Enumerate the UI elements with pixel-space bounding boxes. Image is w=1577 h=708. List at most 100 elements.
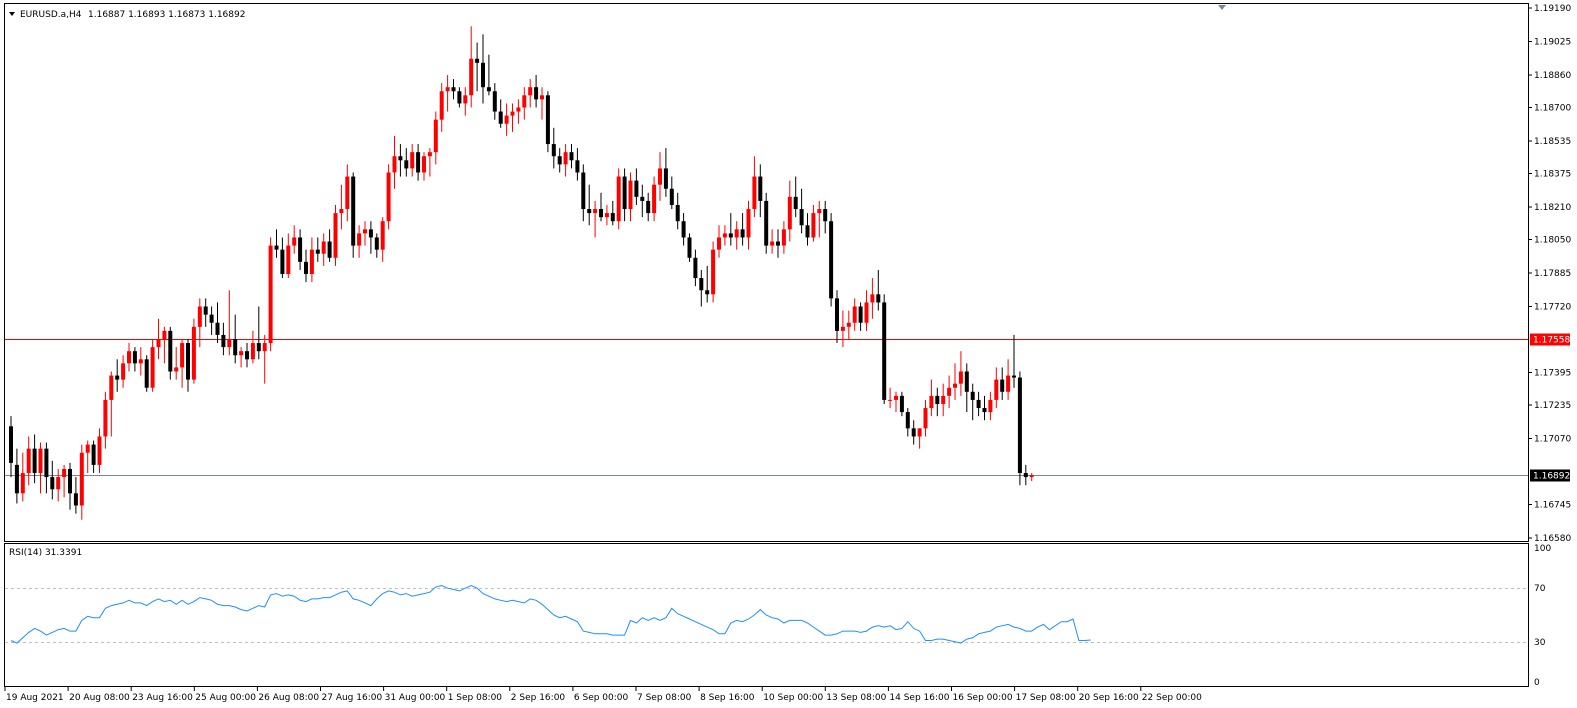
candle	[522, 87, 527, 120]
price-tick-label: 1.16580	[1534, 534, 1571, 544]
candle	[422, 152, 426, 181]
time-tick-label: 27 Aug 16:00	[322, 693, 383, 703]
candle	[50, 460, 55, 500]
candle	[923, 399, 928, 437]
candle	[410, 144, 415, 177]
candle	[799, 188, 804, 234]
candle	[398, 144, 403, 177]
candle	[392, 135, 397, 189]
price-tag-box	[1530, 333, 1570, 346]
candle	[534, 75, 539, 108]
candle	[286, 233, 291, 279]
candle	[416, 144, 421, 181]
price-labels: 1.17558 1.16892	[1530, 333, 1570, 482]
candle	[575, 148, 580, 181]
candle	[298, 229, 303, 270]
symbol-label: EURUSD.a,H4	[20, 10, 82, 20]
candle	[781, 221, 786, 254]
ohlc-readout: 1.16887 1.16893 1.16873 1.16892	[88, 10, 245, 20]
candle	[498, 99, 503, 128]
candle	[85, 440, 90, 474]
symbol-menu-triangle-icon[interactable]	[9, 12, 15, 16]
price-tick-label: 1.16745	[1534, 500, 1571, 510]
time-tick-label: 13 Sep 08:00	[826, 693, 886, 703]
price-tick-label: 1.18700	[1534, 104, 1571, 114]
candle	[115, 359, 120, 392]
candle	[858, 302, 863, 331]
candle	[457, 87, 462, 108]
candle	[870, 278, 875, 319]
chart-shift-marker-icon[interactable]	[1218, 5, 1226, 10]
candle	[935, 387, 940, 417]
candle	[953, 363, 957, 400]
candle	[669, 176, 674, 210]
candle	[351, 172, 356, 258]
time-tick-label: 19 Aug 2021	[6, 693, 64, 703]
time-tick-label: 8 Sep 16:00	[700, 693, 755, 703]
candle	[994, 367, 999, 409]
candle	[1029, 473, 1034, 482]
candle	[1012, 334, 1016, 388]
candle	[386, 164, 391, 230]
candle	[510, 103, 515, 132]
rsi-line	[10, 584, 1091, 644]
candle	[846, 310, 851, 339]
candle	[911, 420, 916, 445]
candle	[380, 217, 385, 262]
candle	[504, 103, 509, 136]
candle	[44, 442, 49, 494]
candle	[734, 221, 739, 250]
candle	[91, 440, 96, 474]
candle	[988, 391, 993, 421]
candle	[162, 326, 167, 364]
time-tick-label: 25 Aug 00:00	[195, 693, 256, 703]
candle	[817, 200, 822, 238]
candle	[693, 249, 698, 287]
candle	[929, 379, 934, 417]
candle	[315, 237, 320, 262]
candle	[221, 322, 226, 356]
candle	[1023, 464, 1028, 486]
candles	[9, 26, 1034, 520]
candle	[292, 225, 297, 254]
candle	[758, 164, 763, 218]
candle	[103, 391, 108, 449]
rsi-pane-frame	[4, 543, 1529, 687]
candle	[652, 176, 657, 222]
candle	[109, 371, 114, 437]
price-tick-label: 1.19025	[1534, 38, 1571, 48]
candle	[14, 448, 19, 504]
candle	[563, 144, 568, 177]
candle	[1017, 371, 1022, 486]
candle	[770, 229, 775, 254]
time-tick-label: 16 Sep 00:00	[953, 693, 1013, 703]
candle	[433, 111, 438, 165]
candle	[327, 229, 332, 262]
candle	[481, 34, 485, 104]
time-tick-label: 22 Sep 00:00	[1142, 693, 1202, 703]
candle	[168, 326, 173, 380]
candle	[321, 233, 326, 266]
candle	[262, 334, 267, 384]
candle	[339, 184, 344, 230]
candle	[776, 229, 780, 258]
candle	[593, 200, 598, 238]
candle	[469, 26, 474, 108]
candle	[681, 213, 686, 246]
time-tick-label: 14 Sep 16:00	[889, 693, 949, 703]
candle	[186, 338, 190, 392]
price-tick-label: 1.17720	[1534, 303, 1571, 313]
candle	[1000, 367, 1005, 400]
candle	[363, 221, 367, 246]
rsi-line-group	[10, 584, 1091, 644]
candle	[239, 347, 244, 368]
time-tick-label: 2 Sep 16:00	[511, 693, 566, 703]
candle	[941, 383, 946, 417]
candle	[445, 75, 450, 112]
price-tick-label: 1.17235	[1534, 401, 1571, 411]
time-tick-label: 7 Sep 08:00	[637, 693, 692, 703]
candle	[540, 87, 544, 120]
